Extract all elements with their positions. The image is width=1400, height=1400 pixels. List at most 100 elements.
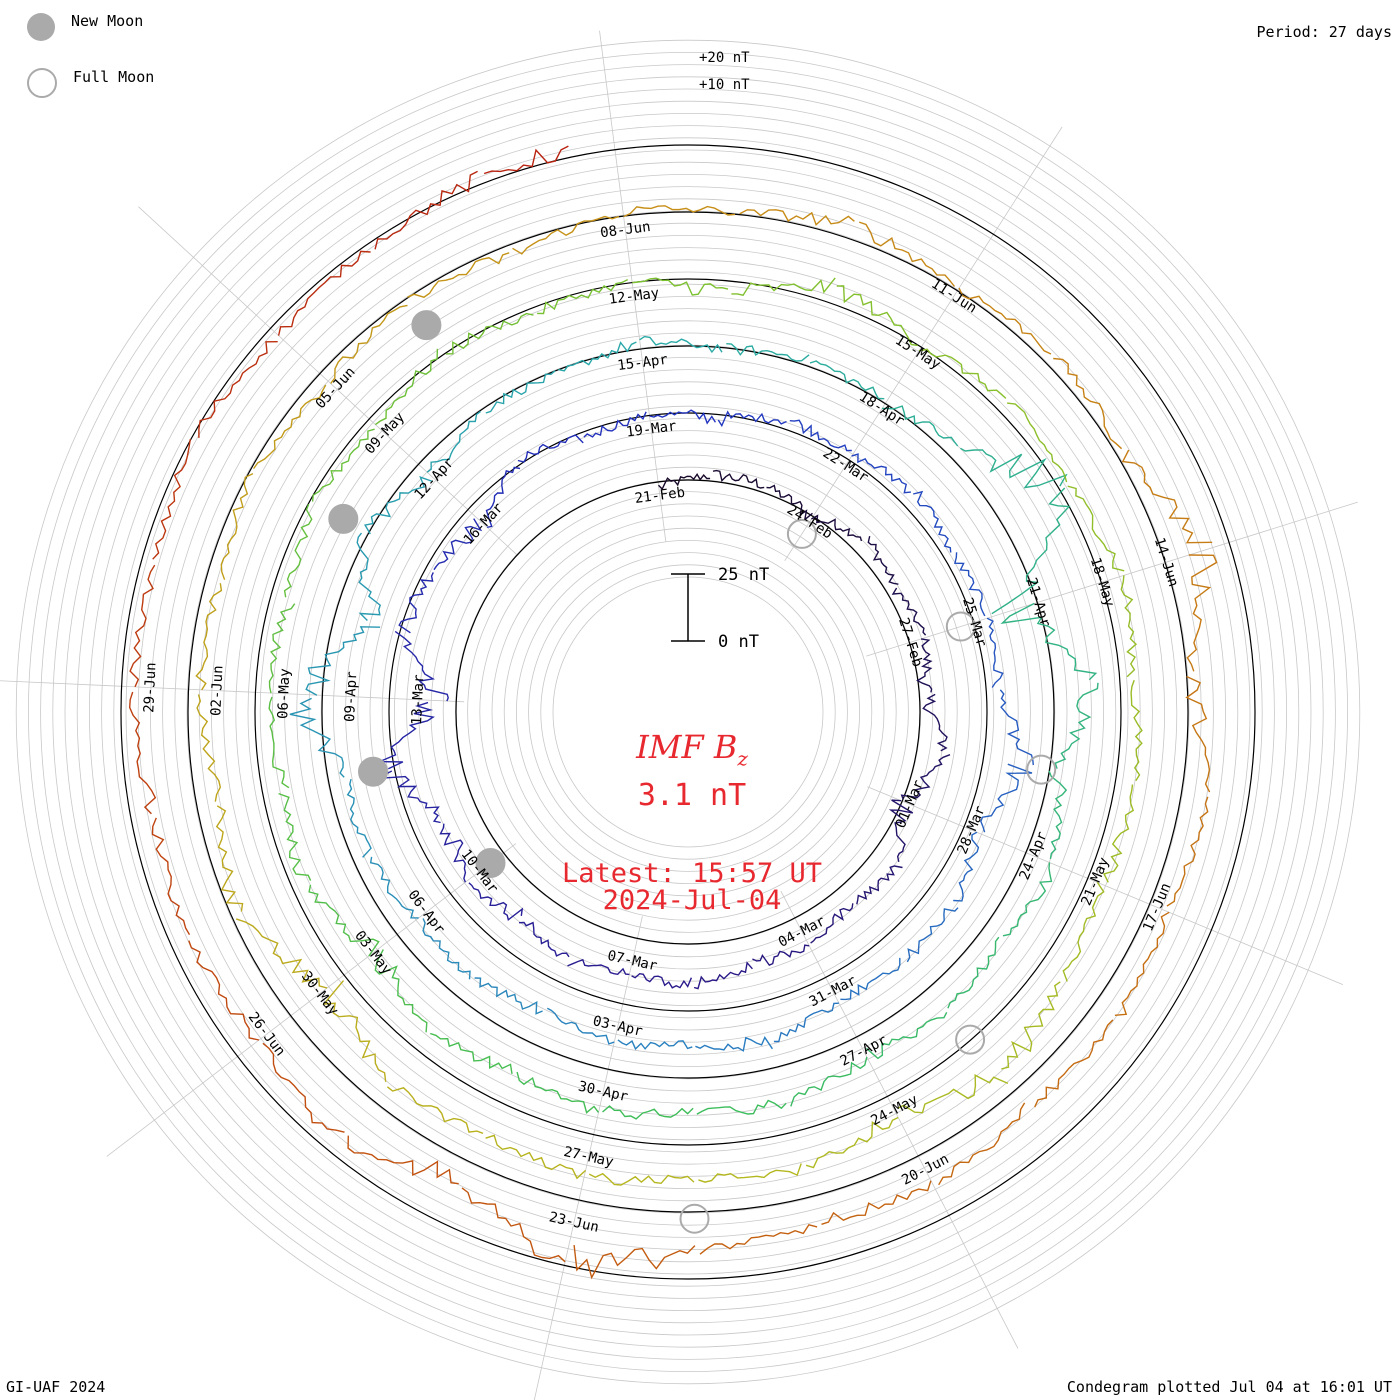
bz-trace-segment: [991, 487, 1071, 615]
bz-trace-segment: [151, 817, 191, 936]
bz-trace-segment: [836, 285, 918, 347]
date-label: 14-Jun: [1151, 536, 1181, 589]
date-label: 21-Feb: [634, 485, 686, 507]
grid-ring: [345, 369, 1031, 1055]
radial-spoke: [106, 843, 517, 1157]
grid-ring: [101, 125, 1275, 1299]
bz-trace-segment: [1054, 682, 1099, 769]
scale-bar: 25 nT 0 nT: [671, 565, 769, 652]
bz-trace-segment: [717, 410, 787, 428]
bz-trace-segment: [916, 638, 933, 693]
grid-ring: [308, 332, 1068, 1092]
bz-trace-segment: [865, 1011, 948, 1060]
date-label: 03-May: [351, 928, 394, 978]
grid-ring: [442, 466, 934, 958]
bz-trace-segment: [960, 447, 1068, 489]
bz-trace-segment: [374, 170, 478, 250]
bz-trace-segment: [731, 277, 836, 296]
date-label: 30-Apr: [577, 1079, 630, 1106]
latest-time: Latest: 15:57 UT: [561, 858, 823, 889]
bz-trace-segment: [789, 419, 852, 452]
bz-trace-segment: [253, 384, 327, 470]
bz-trace-segment: [632, 277, 729, 296]
bz-trace-segment: [809, 360, 885, 400]
grid-ring: [503, 527, 873, 897]
grid-ring: [162, 186, 1214, 1238]
date-label: 08-Jun: [599, 219, 651, 241]
zero-reference-ring: [321, 345, 1055, 1079]
grid-ring: [76, 100, 1300, 1324]
bz-trace-segment: [588, 1172, 695, 1186]
bz-trace-segment: [363, 476, 433, 535]
bz-trace-segment: [695, 1036, 773, 1052]
date-label: 22-Mar: [820, 445, 871, 486]
grid-ring: [406, 430, 970, 994]
date-label: 29-Jun: [141, 662, 159, 713]
bz-trace-segment: [882, 405, 959, 447]
bz-trace-segment: [429, 1032, 513, 1075]
bz-trace-segment: [517, 434, 584, 463]
full-moon-marker: [679, 1203, 710, 1234]
date-label: 24-Feb: [784, 502, 835, 543]
grid-ring: [186, 210, 1190, 1214]
bz-trace-segment: [739, 209, 855, 226]
bz-trace-segment: [888, 799, 914, 862]
bz-trace-segment: [215, 805, 244, 912]
bz-trace-segment: [840, 957, 901, 1001]
bz-trace-segment: [900, 754, 951, 800]
bz-trace-segment: [1166, 796, 1209, 907]
bz-trace-segment: [426, 410, 482, 473]
reference-circles: [120, 144, 1256, 1280]
full-moon-marker: [1026, 754, 1057, 785]
grid-ring: [320, 344, 1056, 1080]
scale-bar-top-label: 25 nT: [718, 565, 769, 585]
bz-trace-segment: [1007, 402, 1068, 483]
latest-date: 2024-Jul-04: [602, 885, 782, 916]
bz-trace-segment: [128, 691, 157, 815]
grid-ring: [381, 405, 995, 1019]
bz-trace-segment: [512, 215, 620, 255]
scale-tick-10: +10 nT: [699, 77, 750, 93]
bz-trace-segment: [639, 335, 723, 354]
new-moon-marker: [411, 310, 442, 341]
date-label: 02-Jun: [208, 665, 226, 716]
bz-trace-segment: [305, 626, 381, 696]
zero-reference-ring: [120, 144, 1256, 1280]
bz-trace-segment: [468, 882, 524, 922]
date-label: 12-May: [608, 285, 660, 307]
bz-trace-segment: [954, 552, 986, 617]
bz-trace-segment: [347, 1135, 459, 1185]
date-label: 16-Mar: [461, 500, 507, 548]
data-traces: [128, 145, 1218, 1280]
bz-trace-segment: [811, 514, 863, 542]
bz-trace-segment: [1067, 485, 1125, 572]
date-label: 27-May: [562, 1144, 615, 1171]
scale-bar-bottom-label: 0 nT: [718, 632, 759, 652]
footer-credit: GI-UAF 2024: [6, 1378, 106, 1396]
bz-trace-segment: [369, 856, 419, 919]
bz-trace-segment: [330, 304, 408, 384]
grid-ring: [247, 271, 1129, 1153]
bz-trace-segment: [1114, 911, 1170, 1016]
period-label: Period: 27 days: [1256, 23, 1392, 41]
bz-trace-segment: [712, 469, 765, 489]
grid-ring: [479, 503, 897, 921]
bz-trace-segment: [152, 439, 191, 560]
grid-ring: [430, 454, 946, 970]
new-moon-icon: [27, 13, 55, 41]
bz-trace-segment: [1185, 675, 1211, 793]
zero-reference-ring: [388, 412, 988, 1012]
grid-ring: [332, 356, 1044, 1068]
zero-reference-ring: [254, 278, 1122, 1146]
bz-trace-segment: [1186, 554, 1218, 672]
full-moon-marker: [945, 611, 976, 642]
bz-trace-segment: [129, 564, 156, 688]
grid-ring: [125, 149, 1251, 1275]
bz-trace-segment: [567, 958, 630, 976]
bz-trace-segment: [546, 1007, 615, 1045]
date-label: 13-Mar: [409, 674, 427, 725]
current-value: 3.1 nT: [637, 778, 747, 813]
bz-trace-segment: [235, 918, 328, 989]
date-label: 19-Mar: [625, 418, 677, 440]
bz-trace-segment: [311, 428, 375, 502]
